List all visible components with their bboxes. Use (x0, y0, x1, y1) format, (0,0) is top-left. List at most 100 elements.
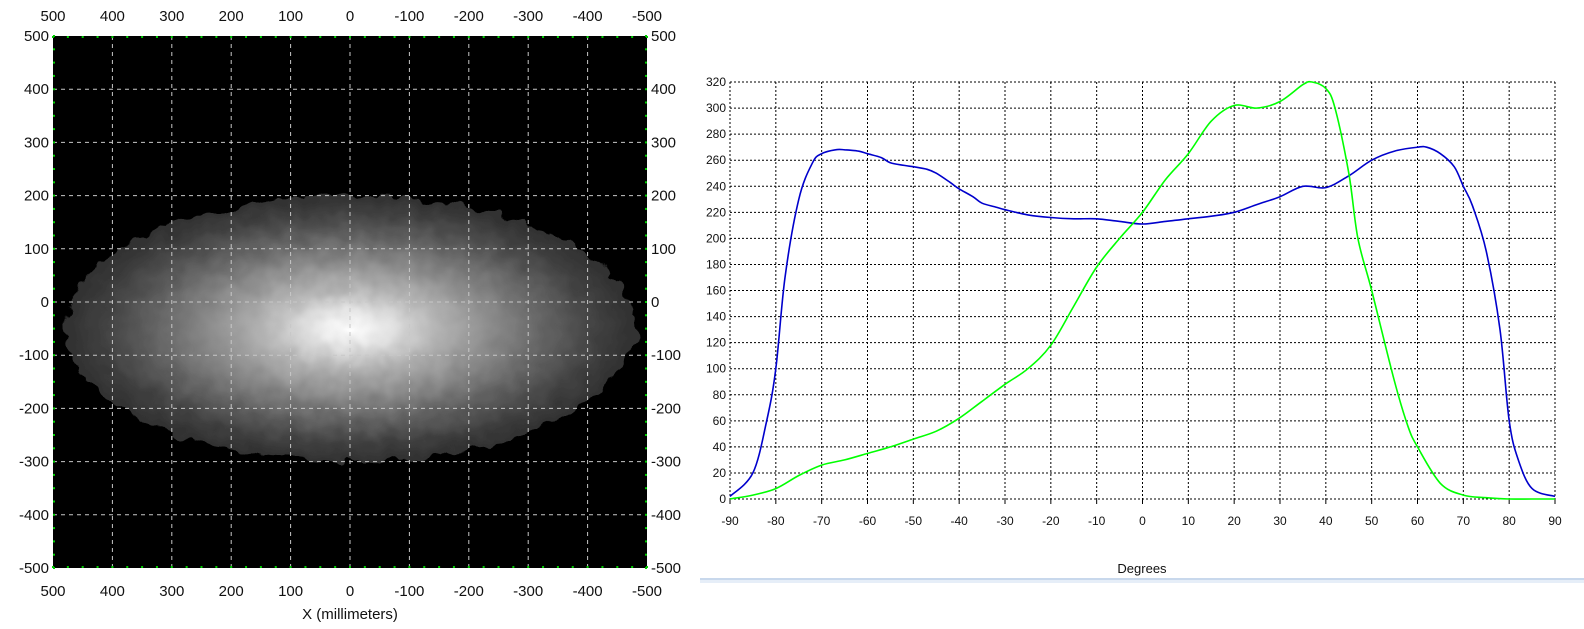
heatmap-edge-dot (645, 181, 647, 184)
heatmap-edge-dot (53, 447, 55, 450)
line-chart-x-tick: 90 (1548, 514, 1562, 528)
heatmap-edge-dot (556, 566, 559, 568)
heatmap-edge-dot (393, 566, 396, 568)
heatmap-edge-dot (53, 181, 55, 184)
heatmap-edge-dot (645, 48, 647, 51)
heatmap-edge-dot (53, 354, 55, 357)
heatmap-edge-dot (586, 566, 589, 568)
heatmap-edge-dot (334, 566, 337, 568)
heatmap-edge-dot (527, 566, 530, 568)
heatmap-edge-dot (542, 566, 545, 568)
heatmap-x-tick-top: -400 (573, 8, 603, 25)
line-chart-x-tick: -90 (721, 514, 739, 528)
heatmap-edge-dot (645, 527, 647, 530)
heatmap-edge-dot (645, 247, 647, 250)
heatmap-edge-dot (497, 36, 500, 38)
line-chart-y-tick: 180 (706, 257, 726, 271)
heatmap-x-tick-bottom: 300 (159, 583, 184, 600)
heatmap-svg: 500 500 400 400 300 300 200 200 100 100 0 0 -100 -100… (19, 8, 681, 623)
heatmap-x-tick-top: -300 (513, 8, 543, 25)
line-chart-y-tick: 260 (706, 153, 726, 167)
heatmap-edge-dot (363, 566, 366, 568)
heatmap-y-tick-right: -400 (651, 507, 681, 524)
heatmap-edge-dot (53, 540, 55, 543)
heatmap-edge-dot (423, 36, 426, 38)
line-chart-y-tick: 300 (706, 101, 726, 115)
heatmap-edge-dot (170, 566, 173, 568)
heatmap-edge-dot (438, 566, 441, 568)
heatmap-edge-dot (334, 36, 337, 38)
heatmap-x-tick-bottom: -100 (394, 583, 424, 600)
heatmap-edge-dot (53, 168, 55, 170)
heatmap-edge-dot (53, 74, 55, 77)
heatmap-x-tick-bottom: -300 (513, 583, 543, 600)
heatmap-x-tick-bottom: 0 (346, 583, 354, 600)
heatmap-edge-dot (289, 566, 292, 568)
line-chart-x-tick: 40 (1319, 514, 1333, 528)
line-chart-x-tick: 30 (1273, 514, 1287, 528)
heatmap-edge-dot (601, 36, 604, 38)
heatmap-edge-dot (53, 407, 55, 410)
heatmap-edge-dot (155, 566, 158, 568)
line-chart-y-tick: 140 (706, 310, 726, 324)
line-chart-y-tick: 240 (706, 179, 726, 193)
heatmap-edge-dot (571, 36, 574, 38)
heatmap-edge-dot (53, 261, 55, 264)
line-chart-x-tick: 70 (1457, 514, 1471, 528)
heatmap-edge-dot (645, 194, 647, 197)
heatmap-edge-dot (53, 553, 55, 556)
heatmap-edge-dot (527, 36, 530, 38)
heatmap-x-tick-bottom: 100 (278, 583, 303, 600)
heatmap-edge-dot (53, 367, 55, 370)
heatmap-x-tick-top: 100 (278, 8, 303, 25)
line-chart-series-1 (729, 145, 1556, 498)
heatmap-edge-dot (645, 141, 647, 144)
heatmap-edge-dot (645, 154, 647, 157)
heatmap-edge-dot (571, 566, 574, 568)
heatmap-y-tick-left: 500 (24, 28, 49, 45)
heatmap-edge-dot (586, 36, 589, 38)
heatmap-edge-dot (645, 434, 647, 436)
heatmap-edge-dot (53, 567, 55, 569)
line-chart-y-tick: 100 (706, 362, 726, 376)
heatmap-edge-dot (645, 207, 647, 210)
heatmap-edge-dot (111, 566, 114, 568)
heatmap-edge-dot (53, 141, 55, 144)
heatmap-chart: 500 500 400 400 300 300 200 200 100 100 0 0 -100 -100… (0, 0, 690, 629)
line-chart-y-tick: 200 (706, 231, 726, 245)
heatmap-edge-dot (645, 380, 647, 383)
heatmap-edge-dot (215, 566, 218, 568)
heatmap-edge-dot (155, 36, 158, 38)
heatmap-edge-dot (53, 35, 55, 37)
line-chart-y-tick: 20 (713, 466, 727, 480)
heatmap-edge-dot (393, 36, 396, 38)
line-chart-y-tick: 160 (706, 284, 726, 298)
heatmap-edge-dot (556, 36, 559, 38)
heatmap-x-tick-top: -200 (454, 8, 484, 25)
heatmap-edge-dot (645, 221, 647, 224)
heatmap-edge-dot (230, 36, 233, 38)
heatmap-x-tick-top: -100 (394, 8, 424, 25)
heatmap-edge-dot (53, 194, 55, 197)
heatmap-edge-dot (631, 566, 634, 568)
heatmap-x-tick-bottom: 200 (219, 583, 244, 600)
heatmap-x-tick-bottom: 400 (100, 583, 125, 600)
heatmap-edge-dot (53, 61, 55, 64)
heatmap-edge-dot (616, 566, 619, 568)
line-chart-x-tick: -80 (767, 514, 785, 528)
heatmap-edge-dot (53, 301, 55, 303)
heatmap-edge-dot (319, 566, 322, 568)
heatmap-edge-dot (53, 513, 55, 516)
heatmap-x-tick-bottom: -500 (632, 583, 662, 600)
heatmap-edge-dot (645, 567, 647, 569)
line-chart-y-tick: 0 (719, 492, 726, 506)
heatmap-edge-dot (497, 566, 500, 568)
heatmap-edge-dot (53, 327, 55, 330)
line-chart-y-tick: 80 (713, 388, 727, 402)
heatmap-y-tick-right: -200 (651, 400, 681, 417)
heatmap-edge-dot (645, 287, 647, 290)
heatmap-y-tick-right: -100 (651, 347, 681, 364)
heatmap-edge-dot (408, 36, 411, 38)
heatmap-edge-dot (645, 473, 647, 476)
heatmap-edge-dot (53, 500, 55, 503)
